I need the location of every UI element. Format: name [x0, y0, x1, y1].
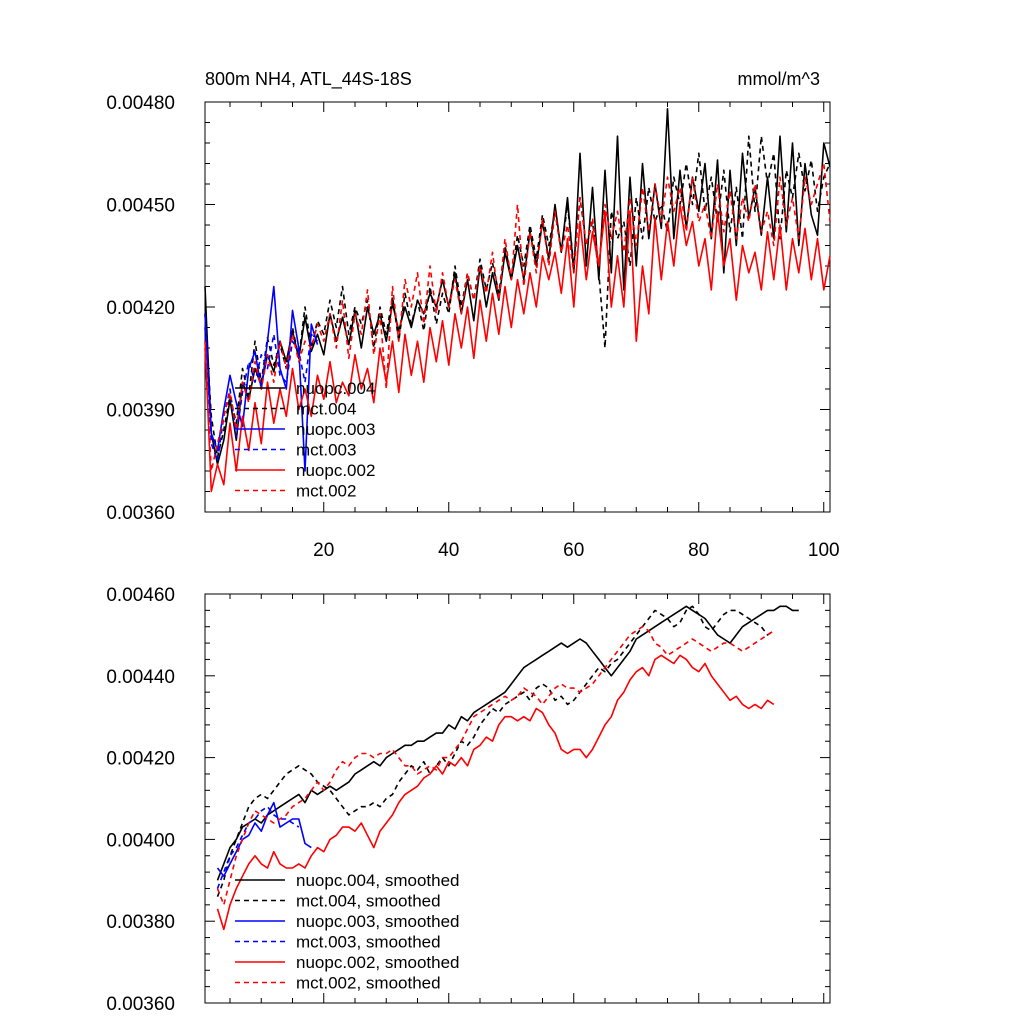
x-tick-label: 60 [563, 540, 584, 561]
legend-entry: mct.002 [296, 482, 356, 501]
legend-entry: nuopc.002, smoothed [296, 953, 460, 972]
y-tick-label: 0.00480 [106, 93, 175, 114]
y-tick-label: 0.00400 [106, 830, 175, 851]
y-tick-label: 0.00380 [106, 912, 175, 933]
series-line [204, 135, 831, 459]
series-line [216, 654, 775, 931]
legend-entry: nuopc.002 [296, 461, 375, 480]
series-line [204, 203, 831, 493]
legend-entry: nuopc.004, smoothed [296, 871, 460, 890]
x-tick-label: 20 [313, 540, 334, 561]
y-tick-label: 0.00420 [106, 298, 175, 319]
units-label: mmol/m^3 [738, 69, 820, 89]
legend-entry: mct.003, smoothed [296, 933, 441, 952]
x-tick-label: 100 [808, 540, 840, 561]
bottom-panel: 0.00360 0.00380 0.00400 0.00420 0.00440 0.004… [106, 585, 831, 1015]
y-tick-label: 0.00360 [106, 994, 175, 1015]
y-tick-label: 0.00450 [106, 196, 175, 217]
legend-entry: nuopc.003, smoothed [296, 912, 460, 931]
y-tick-label: 0.00460 [106, 585, 175, 606]
series-line [204, 108, 831, 466]
x-tick-label: 40 [438, 540, 459, 561]
legend-entry: mct.004 [296, 400, 356, 419]
top-panel-title: 800m NH4, ATL_44S-18S [205, 69, 412, 90]
y-tick-label: 0.00440 [106, 667, 175, 688]
y-tick-label: 0.00390 [106, 401, 175, 422]
series-line [216, 605, 775, 897]
legend-entry: nuopc.003 [296, 420, 375, 439]
legend-entry: nuopc.004 [296, 379, 375, 398]
series-line [216, 605, 799, 881]
y-tick-label: 0.00420 [106, 749, 175, 770]
x-tick-label: 80 [688, 540, 709, 561]
series-line [204, 327, 319, 462]
series-line [204, 162, 831, 472]
series-line [216, 805, 300, 889]
y-tick-label: 0.00360 [106, 503, 175, 524]
legend-entry: mct.003 [296, 441, 356, 460]
series-line [216, 801, 312, 878]
legend-entry: mct.002, smoothed [296, 974, 441, 993]
top-panel: 800m NH4, ATL_44S-18S mmol/m^3 0.00360 0.… [106, 69, 839, 561]
legend-entry: mct.004, smoothed [296, 892, 441, 911]
plot-frame [204, 593, 831, 1004]
series-line [216, 625, 775, 906]
